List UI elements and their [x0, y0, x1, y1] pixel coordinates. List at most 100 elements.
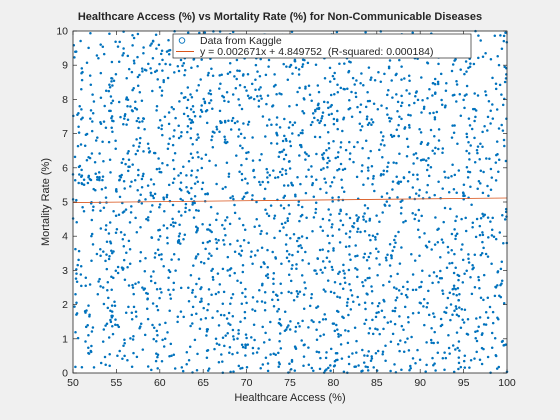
scatter-point [286, 326, 289, 329]
scatter-point [226, 255, 230, 259]
scatter-point [362, 361, 366, 364]
scatter-point [158, 206, 161, 209]
scatter-point [500, 260, 504, 263]
scatter-point [74, 292, 77, 296]
scatter-point [468, 366, 471, 369]
scatter-point [341, 287, 345, 290]
scatter-point [452, 271, 456, 275]
scatter-point [405, 137, 409, 141]
x-tick-label: 100 [498, 377, 516, 389]
scatter-point [400, 292, 403, 296]
scatter-point [80, 284, 83, 288]
scatter-point [108, 353, 111, 356]
scatter-point [424, 370, 427, 373]
scatter-point [117, 213, 121, 216]
scatter-point [266, 176, 269, 179]
scatter-point [499, 34, 502, 37]
scatter-point [214, 237, 218, 241]
scatter-point [503, 218, 507, 221]
scatter-point [296, 321, 300, 325]
scatter-point [152, 196, 155, 200]
scatter-point [490, 176, 494, 179]
scatter-point [497, 318, 500, 321]
scatter-point [304, 87, 307, 90]
scatter-point [142, 51, 145, 55]
scatter-point [156, 78, 159, 81]
scatter-point [325, 256, 329, 259]
scatter-point [239, 144, 242, 148]
scatter-point [208, 89, 212, 92]
scatter-point [190, 174, 193, 177]
scatter-point [392, 161, 395, 164]
scatter-point [282, 148, 286, 152]
scatter-point [160, 258, 163, 261]
scatter-point [207, 92, 211, 95]
scatter-point [114, 231, 118, 235]
scatter-point [168, 293, 172, 296]
scatter-point [214, 292, 218, 296]
scatter-point [231, 328, 235, 332]
scatter-point [487, 236, 490, 239]
scatter-point [204, 247, 207, 251]
scatter-point [370, 357, 374, 360]
scatter-point [156, 353, 160, 356]
scatter-point [330, 265, 334, 269]
scatter-point [214, 164, 218, 167]
scatter-point [280, 262, 283, 265]
scatter-point [230, 119, 234, 123]
scatter-point [110, 304, 114, 307]
scatter-point [312, 320, 315, 324]
scatter-point [125, 98, 128, 101]
scatter-point [465, 149, 468, 153]
scatter-point [84, 340, 87, 343]
scatter-point [134, 152, 138, 156]
scatter-point [373, 189, 376, 193]
scatter-point [208, 101, 211, 105]
scatter-point [135, 231, 139, 234]
scatter-point [444, 176, 447, 179]
scatter-point [165, 227, 169, 230]
scatter-point [98, 176, 101, 179]
scatter-point [76, 336, 80, 340]
scatter-point [151, 323, 154, 327]
scatter-point [310, 175, 313, 178]
scatter-point [365, 258, 369, 262]
scatter-point [318, 320, 321, 324]
scatter-point [364, 30, 367, 34]
scatter-point [109, 95, 113, 98]
scatter-point [272, 277, 275, 281]
scatter-point [443, 310, 446, 314]
scatter-point [136, 149, 139, 152]
scatter-point [371, 234, 375, 237]
scatter-point [343, 62, 346, 65]
scatter-point [286, 219, 290, 223]
scatter-point [207, 288, 211, 291]
trend-line-layer [72, 197, 508, 203]
scatter-point [458, 306, 461, 309]
scatter-point [123, 354, 126, 358]
scatter-point [470, 203, 473, 206]
scatter-point [92, 205, 95, 209]
scatter-point [95, 252, 99, 256]
scatter-point [425, 363, 428, 367]
scatter-point [277, 351, 280, 355]
scatter-point [221, 187, 225, 190]
scatter-point [268, 173, 272, 177]
scatter-point [331, 196, 334, 200]
scatter-point [240, 163, 243, 167]
scatter-point [424, 159, 428, 162]
scatter-point [129, 105, 132, 108]
scatter-point [327, 366, 330, 370]
scatter-point [335, 351, 339, 355]
scatter-point [132, 59, 136, 63]
scatter-point [289, 367, 293, 371]
scatter-point [77, 258, 80, 262]
scatter-point [227, 175, 231, 178]
scatter-point [117, 60, 121, 64]
scatter-point [378, 302, 381, 305]
scatter-point [405, 89, 408, 92]
scatter-point [243, 316, 247, 320]
scatter-point [74, 330, 77, 334]
scatter-point [74, 50, 78, 53]
scatter-point [141, 70, 144, 73]
